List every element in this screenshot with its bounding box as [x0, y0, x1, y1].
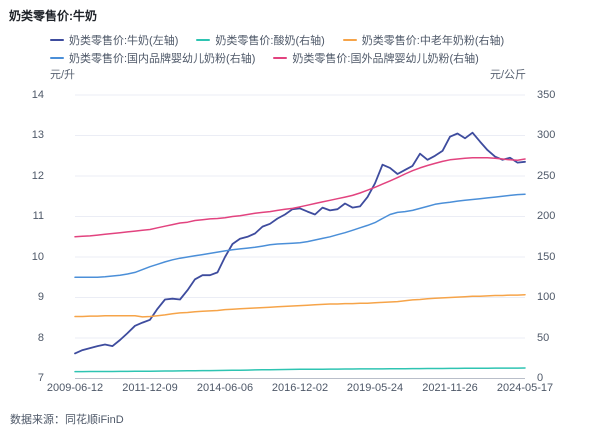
legend-item-3[interactable]: 奶类零售价:国内品牌婴幼儿奶粉(右轴)	[50, 50, 255, 66]
legend-marker-icon	[50, 38, 64, 42]
legend-label: 奶类零售价:中老年奶粉(右轴)	[361, 35, 505, 47]
legend-marker-icon	[273, 56, 288, 60]
series-line-1	[74, 367, 526, 373]
x-axis-label: 2011-12-09	[122, 382, 178, 394]
y-axis-left-label: 8	[37, 331, 44, 344]
y-axis-right-label: 350	[537, 88, 556, 101]
data-source: 数据来源：同花顺iFinD	[10, 414, 124, 426]
legend-marker-icon	[50, 56, 64, 60]
y-axis-left-label: 12	[31, 169, 44, 182]
y-axis-left-label: 9	[37, 291, 44, 303]
y-axis-right-label: 300	[537, 129, 556, 141]
series-line-0	[74, 131, 526, 355]
y-axis-right-label: 200	[537, 210, 556, 222]
y-axis-left-label: 7	[37, 372, 44, 384]
x-axis-label: 2019-05-24	[346, 382, 404, 394]
legend-item-0[interactable]: 奶类零售价:牛奶(左轴)	[50, 32, 178, 48]
series-line-4	[74, 157, 526, 238]
y-axis-left-label: 13	[31, 129, 44, 141]
x-axis-label: 2021-11-26	[422, 382, 478, 394]
legend-label: 奶类零售价:酸奶(右轴)	[215, 35, 325, 47]
y-axis-right-label: 0	[537, 372, 544, 384]
x-axis-label: 2016-12-02	[271, 382, 329, 394]
y-axis-left-label: 11	[32, 210, 44, 222]
y-axis-right-label: 50	[537, 331, 550, 344]
legend-marker-icon	[342, 38, 357, 42]
y-axis-left-label: 10	[31, 250, 44, 263]
chart-title: 奶类零售价:牛奶	[9, 9, 97, 23]
right-axis-unit: 元/公斤	[490, 69, 527, 81]
legend-label: 奶类零售价:国内品牌婴幼儿奶粉(右轴)	[69, 53, 256, 65]
legend-item-2[interactable]: 奶类零售价:中老年奶粉(右轴)	[342, 32, 505, 48]
legend: 奶类零售价:牛奶(左轴) 奶类零售价:酸奶(右轴) 奶类零售价:中老年奶粉(右轴) 奶…	[50, 31, 522, 67]
y-axis-right-label: 250	[537, 169, 556, 182]
legend-marker-icon	[196, 38, 211, 42]
series-line-2	[74, 293, 526, 318]
legend-label: 奶类零售价:国外品牌婴幼儿奶粉(右轴)	[292, 53, 479, 65]
x-axis-label: 2009-06-12	[46, 382, 104, 394]
left-axis-unit: 元/升	[50, 69, 76, 81]
legend-item-1[interactable]: 奶类零售价:酸奶(右轴)	[196, 32, 325, 48]
legend-row: 奶类零售价:国内品牌婴幼儿奶粉(右轴) 奶类零售价:国外品牌婴幼儿奶粉(右轴)	[50, 49, 522, 67]
y-axis-right-label: 100	[537, 291, 556, 303]
legend-label: 奶类零售价:牛奶(左轴)	[69, 35, 179, 47]
legend-item-4[interactable]: 奶类零售价:国外品牌婴幼儿奶粉(右轴)	[273, 50, 479, 66]
x-axis-label: 2024-05-17	[496, 382, 554, 394]
series-line-3	[74, 193, 526, 279]
legend-row: 奶类零售价:牛奶(左轴) 奶类零售价:酸奶(右轴) 奶类零售价:中老年奶粉(右轴)	[50, 31, 522, 49]
y-axis-left-label: 14	[31, 88, 44, 101]
x-axis-label: 2014-06-06	[196, 382, 254, 394]
y-axis-right-label: 150	[537, 250, 556, 263]
